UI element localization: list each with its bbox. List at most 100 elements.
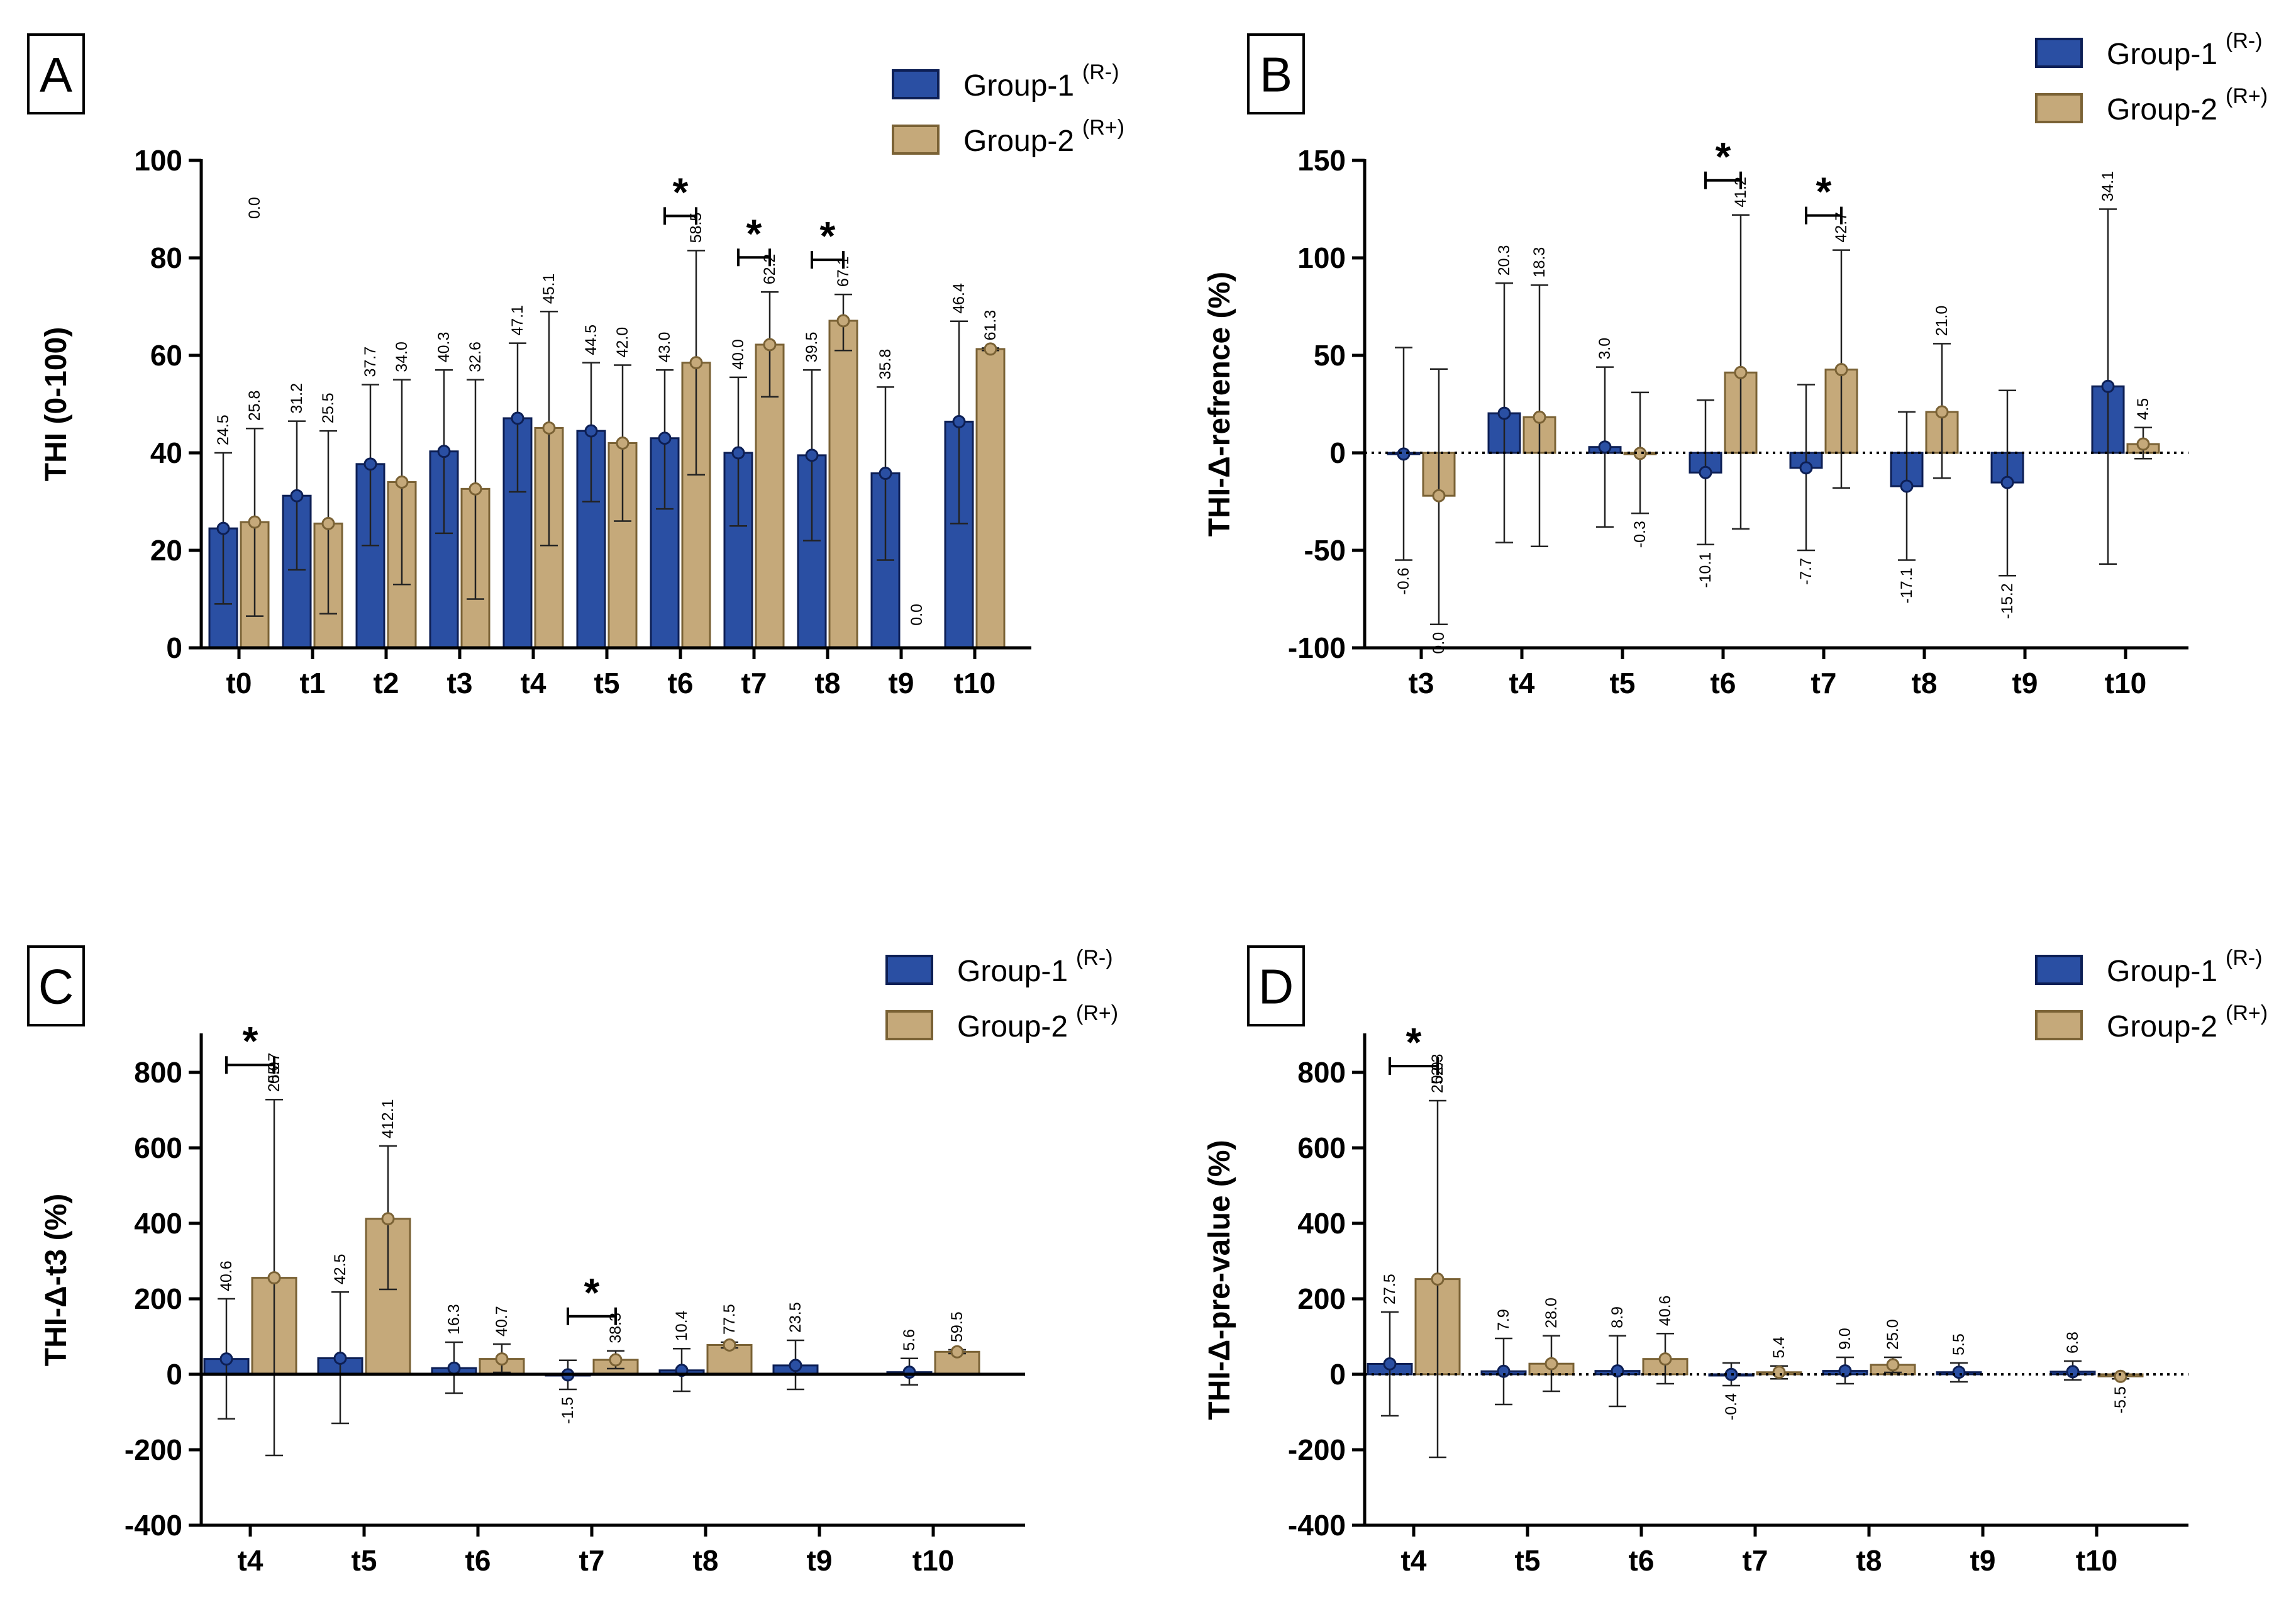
legend-superscript: (R-) — [2226, 29, 2263, 53]
legend-label-group-1: Group-1 — [963, 69, 1074, 103]
value-label: 5.4 — [1770, 1337, 1788, 1359]
data-point — [248, 515, 262, 529]
y-axis-title: THI-Δ-refrence (%) — [1203, 272, 1236, 537]
y-tick-label: 0 — [1329, 1358, 1346, 1391]
data-point — [1900, 479, 1914, 493]
value-label: 46.4 — [950, 283, 968, 314]
value-label: 24.5 — [214, 414, 232, 445]
legend-swatch-group-2 — [892, 125, 940, 155]
significance-star: * — [243, 1018, 258, 1064]
panel-letter-box — [1247, 945, 1305, 1026]
data-point — [1397, 447, 1411, 461]
value-label: 27.5 — [1381, 1274, 1399, 1304]
data-point — [616, 437, 629, 450]
panel-b: B -0.6 20.3 3.0 -10.1 -7.7 -17.1 -15.2 34.1 0.0 18… — [1203, 29, 2268, 699]
x-tick-label: t10 — [2105, 667, 2146, 699]
value-label: 3.0 — [1596, 338, 1614, 360]
value-label: 412.1 — [379, 1099, 397, 1138]
value-label: 61.3 — [982, 310, 999, 341]
y-tick-label: 80 — [150, 242, 182, 274]
significance-star: * — [1716, 134, 1731, 179]
x-tick-label: t5 — [1610, 667, 1636, 699]
x-tick-label: t6 — [465, 1544, 491, 1577]
legend-swatch-group-1 — [2035, 955, 2083, 985]
bar-group-2-t10 — [975, 348, 1006, 649]
x-tick-label: t3 — [1409, 667, 1434, 699]
legend-label-group-1: Group-1 — [957, 955, 1068, 988]
y-tick-label: -200 — [1288, 1433, 1346, 1466]
y-tick-label: 0 — [166, 1358, 182, 1391]
data-point — [1598, 440, 1612, 454]
data-point — [1886, 1358, 1900, 1372]
x-tick-label: t9 — [1970, 1544, 1996, 1577]
value-label: 23.5 — [787, 1302, 804, 1333]
significance-star: * — [584, 1270, 600, 1315]
x-tick-label: t3 — [447, 667, 473, 699]
legend-swatch-group-1 — [892, 69, 940, 99]
data-point — [689, 356, 703, 370]
panel-a: A 24.5 31.2 37.7 40.3 47.1 44.5 43.0 40.0 39.5 35.… — [27, 33, 1124, 699]
x-tick-label: t5 — [352, 1544, 377, 1577]
value-label: -17.1 — [1898, 568, 1916, 604]
data-point — [395, 475, 409, 489]
legend-swatch-group-1 — [2035, 38, 2083, 68]
significance-star: * — [1816, 169, 1832, 214]
legend-superscript: (R+) — [1082, 116, 1124, 140]
y-tick-label: 400 — [1297, 1207, 1346, 1240]
data-point — [216, 521, 230, 535]
significance-bracket — [1704, 171, 1742, 189]
y-tick-label: 200 — [1297, 1282, 1346, 1315]
y-axis-title: THI-Δ-t3 (%) — [40, 1194, 73, 1366]
y-tick-label: 600 — [1297, 1132, 1346, 1164]
significance-star: * — [746, 211, 762, 256]
value-label: -15.2 — [1999, 583, 2016, 619]
legend-superscript: (R+) — [2226, 1001, 2268, 1025]
significance-star: * — [673, 169, 689, 214]
y-tick-label: 0 — [1329, 437, 1346, 469]
significance-bracket — [1389, 1057, 1439, 1075]
value-label: 43.0 — [656, 332, 674, 363]
legend-swatch-group-2 — [2035, 93, 2083, 123]
x-tick-label: t10 — [2076, 1544, 2117, 1577]
value-label: 9.0 — [1836, 1328, 1854, 1350]
significance-bracket — [811, 251, 845, 269]
x-tick-label: t7 — [579, 1544, 605, 1577]
legend-label-group-1: Group-1 — [2107, 955, 2217, 988]
significance-star: * — [820, 213, 836, 259]
data-point — [836, 314, 850, 328]
value-label: -5.5 — [2112, 1386, 2129, 1413]
data-point — [879, 467, 892, 481]
panel-letter-box — [1247, 33, 1305, 114]
data-point — [1431, 1272, 1445, 1286]
legend: Group-1 (R-) Group-2 (R+) — [2035, 29, 2268, 126]
value-label: 7.9 — [1495, 1309, 1512, 1331]
x-tick-label: t8 — [693, 1544, 719, 1577]
y-tick-label: 100 — [134, 144, 182, 177]
value-label: 8.9 — [1609, 1306, 1626, 1328]
value-label: 34.0 — [393, 342, 411, 372]
legend-superscript: (R-) — [1076, 946, 1113, 970]
value-label: -0.3 — [1631, 521, 1649, 548]
x-tick-label: t9 — [889, 667, 914, 699]
x-tick-label: t10 — [912, 1544, 954, 1577]
panel-letter: B — [1260, 47, 1292, 103]
value-label: 40.0 — [729, 339, 747, 370]
data-point — [381, 1212, 395, 1226]
value-label: 0.0 — [908, 604, 926, 626]
value-label: 20.3 — [1495, 245, 1513, 276]
value-label: 42.0 — [614, 327, 631, 358]
data-point — [584, 424, 598, 438]
y-tick-label: -400 — [1288, 1509, 1346, 1542]
significance-bracket — [663, 207, 697, 225]
value-label: 45.1 — [540, 274, 558, 304]
x-tick-label: t5 — [1515, 1544, 1541, 1577]
data-point — [2000, 475, 2014, 489]
legend-swatch-group-2 — [2035, 1010, 2083, 1040]
value-label: 37.7 — [362, 347, 379, 377]
value-label: -1.5 — [559, 1397, 577, 1424]
data-point — [333, 1352, 347, 1365]
significance-bracket — [737, 248, 771, 267]
value-label: -0.4 — [1722, 1393, 1740, 1420]
value-label: 18.3 — [1531, 247, 1548, 278]
